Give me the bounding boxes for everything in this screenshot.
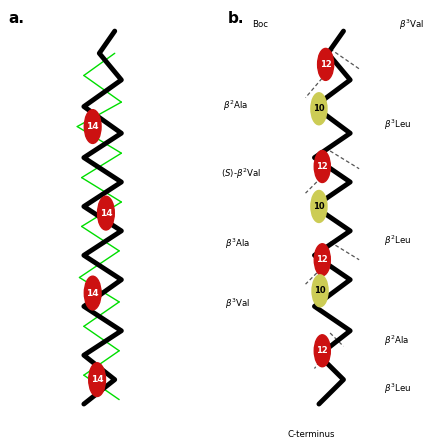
Text: $\beta^2$Ala: $\beta^2$Ala — [384, 334, 409, 348]
Text: $\beta^3$Ala: $\beta^3$Ala — [225, 236, 250, 250]
Text: 10: 10 — [313, 202, 325, 211]
Text: 10: 10 — [313, 104, 325, 113]
Text: 14: 14 — [99, 209, 112, 218]
Text: 14: 14 — [87, 122, 99, 131]
Text: b.: b. — [227, 11, 244, 26]
Circle shape — [98, 196, 114, 230]
Text: $(S)$-$\beta^2$Val: $(S)$-$\beta^2$Val — [221, 167, 261, 181]
Circle shape — [311, 93, 327, 125]
Text: 12: 12 — [317, 346, 328, 355]
Text: 14: 14 — [87, 289, 99, 297]
Text: $\beta^3$Leu: $\beta^3$Leu — [384, 118, 411, 132]
Text: Boc: Boc — [252, 20, 268, 29]
Circle shape — [312, 275, 328, 307]
Text: $\beta^3$Val: $\beta^3$Val — [399, 17, 424, 32]
Circle shape — [89, 363, 106, 396]
Text: C-terminus: C-terminus — [288, 430, 335, 439]
Text: 12: 12 — [317, 255, 328, 264]
Text: a.: a. — [9, 11, 25, 26]
Text: 12: 12 — [317, 162, 328, 171]
Circle shape — [314, 151, 330, 182]
Text: 12: 12 — [320, 60, 332, 69]
Circle shape — [84, 110, 101, 143]
Circle shape — [84, 276, 101, 310]
Circle shape — [311, 190, 327, 222]
Circle shape — [314, 335, 330, 367]
Text: $\beta^3$Val: $\beta^3$Val — [225, 297, 250, 311]
Text: $\beta^2$Leu: $\beta^2$Leu — [384, 234, 411, 248]
Text: $\beta^2$Ala: $\beta^2$Ala — [223, 99, 248, 113]
Circle shape — [317, 48, 334, 80]
Text: 14: 14 — [91, 375, 103, 384]
Circle shape — [314, 244, 330, 276]
Text: $\beta^3$Leu: $\beta^3$Leu — [384, 381, 411, 396]
Text: 10: 10 — [314, 286, 326, 295]
